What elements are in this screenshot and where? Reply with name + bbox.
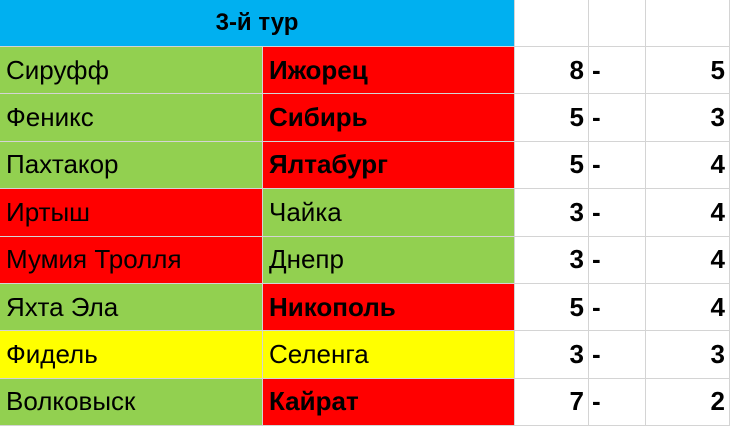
away-score-cell[interactable]: 4 bbox=[646, 283, 730, 332]
score-separator-cell[interactable]: - bbox=[589, 283, 646, 332]
away-score-cell[interactable]: 3 bbox=[646, 94, 730, 142]
home-score-cell[interactable]: 3 bbox=[515, 236, 589, 284]
home-score-cell[interactable]: 3 bbox=[515, 331, 589, 379]
home-score-cell[interactable]: 7 bbox=[515, 378, 589, 426]
home-score-cell[interactable]: 5 bbox=[515, 141, 589, 190]
home-score-cell[interactable]: 5 bbox=[515, 283, 589, 332]
score-separator-cell[interactable]: - bbox=[589, 141, 646, 190]
score-separator-cell[interactable]: - bbox=[589, 47, 646, 95]
home-team-cell[interactable]: Яхта Эла bbox=[0, 283, 263, 332]
home-score-cell[interactable]: 5 bbox=[515, 94, 589, 142]
home-team-cell[interactable]: Иртыш bbox=[0, 189, 263, 237]
away-score-cell[interactable]: 4 bbox=[646, 189, 730, 237]
away-team-cell[interactable]: Сибирь bbox=[263, 94, 515, 142]
score-separator-cell[interactable]: - bbox=[589, 331, 646, 379]
home-team-cell[interactable]: Фидель bbox=[0, 331, 263, 379]
away-team-cell[interactable]: Ижорец bbox=[263, 47, 515, 95]
away-team-cell[interactable]: Никополь bbox=[263, 283, 515, 332]
away-score-cell[interactable]: 4 bbox=[646, 236, 730, 284]
away-team-cell[interactable]: Днепр bbox=[263, 236, 515, 284]
home-score-cell[interactable]: 3 bbox=[515, 189, 589, 237]
score-separator-cell[interactable]: - bbox=[589, 189, 646, 237]
away-team-cell[interactable]: Кайрат bbox=[263, 378, 515, 426]
away-team-cell[interactable]: Чайка bbox=[263, 189, 515, 237]
home-team-cell[interactable]: Пахтакор bbox=[0, 141, 263, 190]
round-title-cell[interactable]: 3-й тур bbox=[0, 0, 515, 47]
away-score-cell[interactable]: 4 bbox=[646, 141, 730, 190]
home-team-cell[interactable]: Феникс bbox=[0, 94, 263, 142]
empty-cell[interactable] bbox=[515, 0, 589, 47]
away-score-cell[interactable]: 3 bbox=[646, 331, 730, 379]
away-score-cell[interactable]: 2 bbox=[646, 378, 730, 426]
score-separator-cell[interactable]: - bbox=[589, 94, 646, 142]
empty-cell[interactable] bbox=[646, 0, 730, 47]
away-team-cell[interactable]: Селенга bbox=[263, 331, 515, 379]
home-team-cell[interactable]: Мумия Тролля bbox=[0, 236, 263, 284]
home-score-cell[interactable]: 8 bbox=[515, 47, 589, 95]
away-team-cell[interactable]: Ялтабург bbox=[263, 141, 515, 190]
score-separator-cell[interactable]: - bbox=[589, 378, 646, 426]
home-team-cell[interactable]: Сируфф bbox=[0, 47, 263, 95]
empty-cell[interactable] bbox=[589, 0, 646, 47]
away-score-cell[interactable]: 5 bbox=[646, 47, 730, 95]
home-team-cell[interactable]: Волковыск bbox=[0, 378, 263, 426]
score-separator-cell[interactable]: - bbox=[589, 236, 646, 284]
